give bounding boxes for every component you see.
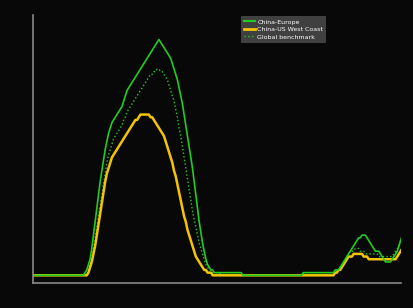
Legend: China-Europe, China-US West Coast, Global benchmark: China-Europe, China-US West Coast, Globa… bbox=[241, 16, 326, 43]
